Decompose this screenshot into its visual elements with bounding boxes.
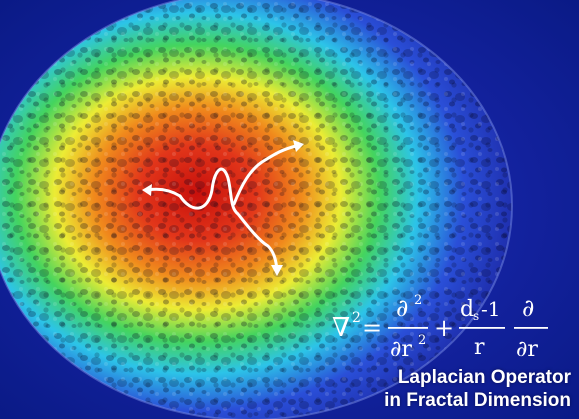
plus-sign: + — [434, 314, 454, 342]
frac2-numerator-rest: -1 — [481, 297, 500, 321]
frac2-denominator: r — [474, 335, 485, 360]
arrowhead-bottom — [271, 265, 283, 276]
frac2-numerator-subscript: s — [473, 309, 479, 323]
walk-path-upper — [232, 144, 298, 206]
caption: Laplacian Operator in Fractal Dimension — [321, 366, 571, 412]
caption-line-2: in Fractal Dimension — [384, 390, 571, 411]
frac1-numerator: ∂ — [396, 294, 408, 322]
laplacian-equation: ∇ 2 = ∂ 2 ∂r 2 + d s -1 r ∂ ∂r — [332, 293, 548, 362]
equals-sign: = — [362, 314, 382, 342]
arrowhead-left — [142, 184, 152, 196]
frac3-numerator: ∂ — [522, 294, 534, 322]
frac3-denominator: ∂r — [516, 337, 538, 362]
caption-line-1: Laplacian Operator — [397, 367, 571, 388]
frac2-numerator-base: d — [460, 297, 474, 322]
frac1-denominator: ∂r — [390, 337, 412, 362]
nabla-power: 2 — [352, 310, 361, 326]
nabla-symbol: ∇ — [332, 313, 350, 343]
frac1-denominator-power: 2 — [418, 333, 426, 348]
arrowhead-upper — [293, 140, 304, 152]
frac1-numerator-power: 2 — [414, 293, 422, 308]
walk-path-main — [178, 167, 279, 272]
